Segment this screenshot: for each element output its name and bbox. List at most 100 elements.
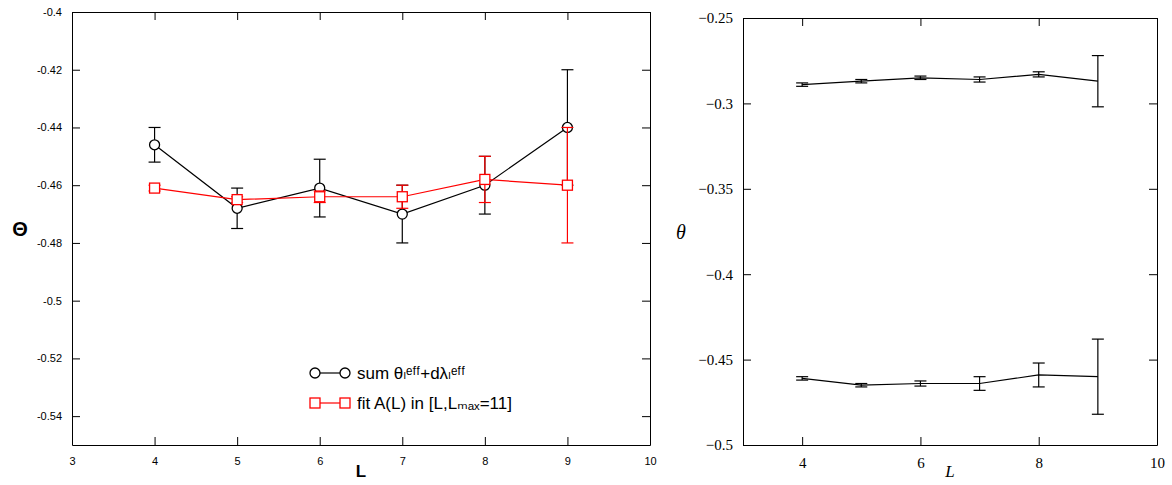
tick: −0.5 bbox=[706, 437, 751, 453]
error-cap bbox=[796, 82, 808, 83]
tick: -0.52 bbox=[37, 352, 80, 364]
tick bbox=[402, 12, 403, 20]
point bbox=[150, 183, 160, 193]
tick bbox=[485, 12, 486, 20]
tick-label: 10 bbox=[644, 455, 656, 467]
tick bbox=[72, 12, 73, 20]
error-bar bbox=[479, 156, 491, 214]
tick-mark bbox=[155, 437, 156, 445]
tick-label: -0.44 bbox=[37, 121, 62, 133]
tick-label: -0.4 bbox=[43, 6, 62, 18]
error-cap bbox=[1033, 71, 1045, 72]
error-bar bbox=[1033, 72, 1045, 77]
tick-label: −0.25 bbox=[698, 10, 733, 26]
error-bar bbox=[914, 76, 926, 79]
legend-marker bbox=[340, 368, 350, 378]
error-bar bbox=[561, 127, 573, 242]
tick bbox=[1149, 360, 1157, 361]
error-stem bbox=[979, 377, 980, 391]
tick bbox=[642, 243, 650, 244]
tick-mark bbox=[72, 416, 80, 417]
tick bbox=[642, 301, 650, 302]
error-cap bbox=[149, 127, 161, 128]
legend-label: sum θₗᵉᶠᶠ+dλₗᵉᶠᶠ bbox=[357, 364, 465, 383]
error-cap bbox=[914, 79, 926, 80]
tick-mark bbox=[72, 70, 80, 71]
tick: 6 bbox=[317, 437, 323, 467]
tick bbox=[320, 12, 321, 20]
error-bar bbox=[396, 185, 408, 243]
tick: 9 bbox=[565, 437, 571, 467]
error-cap bbox=[1092, 339, 1104, 340]
plot-area bbox=[149, 70, 574, 243]
tick-mark bbox=[743, 445, 751, 446]
legend-marker bbox=[310, 398, 320, 408]
point bbox=[480, 174, 490, 184]
tick-mark bbox=[72, 358, 80, 359]
tick-mark bbox=[642, 243, 650, 244]
error-bar bbox=[314, 191, 326, 203]
tick bbox=[642, 127, 650, 128]
error-cap bbox=[914, 75, 926, 76]
tick-mark bbox=[1149, 445, 1157, 446]
error-cap bbox=[314, 216, 326, 217]
series-line bbox=[155, 179, 568, 199]
tick-label: -0.5 bbox=[43, 295, 62, 307]
tick-label: 6 bbox=[317, 455, 323, 467]
error-bar bbox=[396, 185, 408, 208]
axis-line bbox=[73, 445, 651, 446]
error-cap bbox=[396, 208, 408, 209]
y-axis-right bbox=[642, 13, 651, 446]
error-bar bbox=[149, 127, 161, 162]
error-cap bbox=[479, 156, 491, 157]
error-cap bbox=[796, 376, 808, 377]
tick-mark bbox=[642, 127, 650, 128]
x-axis-top bbox=[744, 18, 1158, 26]
error-bar bbox=[974, 77, 986, 82]
tick-mark bbox=[642, 301, 650, 302]
tick bbox=[1149, 189, 1157, 190]
y-axis-label: Θ bbox=[12, 218, 28, 240]
tick-mark bbox=[743, 103, 751, 104]
error-cap bbox=[561, 242, 573, 243]
y-axis: -0.54-0.52-0.5-0.48-0.46-0.44-0.42-0.4 bbox=[37, 6, 80, 445]
legend: sum θₗᵉᶠᶠ+dλₗᵉᶠᶠ fit A(L) in [L,Lₘₐₓ=11] bbox=[310, 364, 512, 413]
tick-mark bbox=[237, 12, 238, 20]
tick bbox=[642, 12, 650, 13]
tick-mark bbox=[920, 18, 921, 26]
point bbox=[232, 195, 242, 205]
tick-mark bbox=[237, 437, 238, 445]
tick-mark bbox=[1039, 18, 1040, 26]
y-axis-label: θ bbox=[676, 221, 686, 243]
error-bar bbox=[314, 159, 326, 217]
tick bbox=[237, 12, 238, 20]
tick-mark bbox=[1039, 437, 1040, 445]
tick: −0.25 bbox=[698, 10, 751, 26]
legend-entry: fit A(L) in [L,Lₘₐₓ=11] bbox=[310, 394, 512, 413]
tick: -0.54 bbox=[37, 410, 80, 422]
tick-mark bbox=[485, 12, 486, 20]
error-cap bbox=[231, 228, 243, 229]
x-axis-label: L bbox=[356, 462, 366, 481]
error-stem bbox=[484, 156, 485, 214]
tick-label: −0.35 bbox=[698, 181, 733, 197]
tick bbox=[1149, 445, 1157, 446]
legend-entry: sum θₗᵉᶠᶠ+dλₗᵉᶠᶠ bbox=[310, 364, 465, 383]
point bbox=[562, 180, 572, 190]
tick: -0.48 bbox=[37, 237, 80, 249]
error-cap bbox=[974, 390, 986, 391]
error-cap bbox=[855, 386, 867, 387]
error-cap bbox=[1033, 76, 1045, 77]
legend-marker bbox=[310, 368, 320, 378]
tick-label: −0.4 bbox=[706, 267, 734, 283]
tick bbox=[155, 12, 156, 20]
tick bbox=[1039, 18, 1040, 26]
tick: −0.35 bbox=[698, 181, 751, 197]
error-cap bbox=[1033, 386, 1045, 387]
error-stem bbox=[1038, 363, 1039, 387]
tick-mark bbox=[920, 437, 921, 445]
error-bar bbox=[855, 384, 867, 387]
error-cap bbox=[149, 162, 161, 163]
tick: 4 bbox=[152, 437, 158, 467]
error-cap bbox=[479, 156, 491, 157]
